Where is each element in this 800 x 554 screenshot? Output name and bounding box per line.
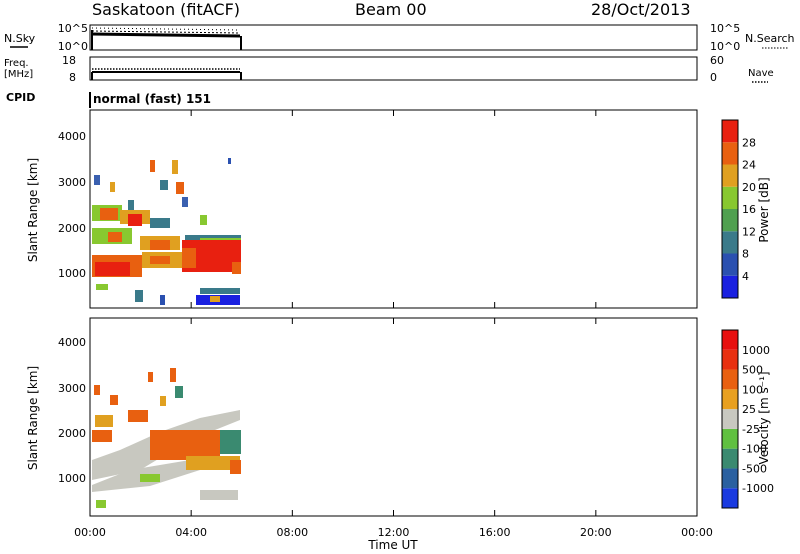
colorbar-tick-label: -100: [742, 443, 767, 456]
x-axis: 00:00 04:00 08:00 12:00 16:00 20:00 00:00: [74, 110, 713, 539]
velocity-ytick: 2000: [58, 427, 86, 440]
colorbar-tick-label: -500: [742, 462, 767, 475]
x-tick-label: 08:00: [276, 526, 308, 539]
colorbar-segment: [722, 330, 738, 350]
colorbar-segment: [722, 253, 738, 276]
cpid-text: normal (fast) 151: [93, 92, 211, 106]
beam-title: Beam 00: [355, 0, 427, 19]
x-tick-label: 20:00: [580, 526, 612, 539]
colorbar-tick-label: 25: [742, 403, 756, 416]
power-ytick: 4000: [58, 130, 86, 143]
nsky-tick-top: 10^5: [58, 22, 88, 35]
cpid-label: CPID: [6, 91, 35, 104]
date-title: 28/Oct/2013: [591, 0, 691, 19]
colorbar-segment: [722, 409, 738, 429]
freq-label-line2: [MHz]: [4, 69, 33, 80]
colorbar-segment: [722, 209, 738, 232]
colorbar-frame: [721, 329, 739, 509]
colorbar-tick-label: 24: [742, 159, 756, 172]
colorbar-tick-label: 500: [742, 364, 763, 377]
site-title: Saskatoon (fitACF): [92, 0, 240, 19]
velocity-ytick: 4000: [58, 336, 86, 349]
velocity-plot-frame: [89, 317, 698, 517]
freq-label-line1: Freq.: [4, 58, 29, 69]
colorbar-segment: [722, 186, 738, 209]
colorbar-tick-label: -25: [742, 423, 760, 436]
colorbar-tick-label: -1000: [742, 482, 774, 495]
velocity-colorbar-label: Velocity [m s⁻¹]: [757, 371, 771, 464]
power-ytick: 1000: [58, 267, 86, 280]
colorbar-segment: [722, 142, 738, 165]
colorbar-tick-label: 1000: [742, 344, 770, 357]
colorbar-tick-label: 16: [742, 203, 756, 216]
colorbar-segment: [722, 448, 738, 469]
velocity-data-region: [92, 368, 241, 508]
colorbar-tick-label: 8: [742, 248, 749, 261]
velocity-ytick: 3000: [58, 382, 86, 395]
freq-tick-bottom: 8: [69, 71, 76, 84]
colorbar-segment: [722, 488, 738, 508]
power-ylabel: Slant Range [km]: [26, 158, 40, 262]
colorbar-segment: [722, 369, 738, 390]
power-data-region: [92, 158, 241, 305]
colorbar-segment: [722, 389, 738, 410]
velocity-colorbar: 1000 500 100 25 -25 -100 -500 -1000: [721, 329, 774, 509]
colorbar-tick-label: 12: [742, 225, 756, 238]
nave-label: Nave: [748, 68, 774, 79]
colorbar-tick-label: 20: [742, 181, 756, 194]
power-colorbar-label: Power [dB]: [757, 177, 771, 242]
nsearch-tick-top: 10^5: [710, 22, 740, 35]
freq-panel: [89, 56, 698, 81]
nsearch-label: N.Search: [745, 32, 795, 45]
colorbar-segment: [722, 468, 738, 489]
colorbar-segment: [722, 275, 738, 298]
velocity-ytick: 1000: [58, 472, 86, 485]
colorbar-segment: [722, 120, 738, 143]
x-tick-label: 00:00: [681, 526, 713, 539]
colorbar-tick-label: 4: [742, 270, 749, 283]
nsky-tick-bottom: 10^0: [58, 40, 88, 53]
x-axis-label: Time UT: [367, 538, 418, 552]
colorbar-segment: [722, 349, 738, 370]
power-plot-frame: [89, 109, 698, 309]
velocity-ylabel: Slant Range [km]: [26, 366, 40, 470]
power-ytick: 3000: [58, 176, 86, 189]
power-y-ticks: 1000 2000 3000 4000: [58, 130, 86, 280]
nave-tick-bottom: 0: [710, 71, 717, 84]
x-tick-label: 04:00: [175, 526, 207, 539]
power-colorbar: 4 8 12 16 20 24 28: [721, 119, 756, 299]
power-ytick: 2000: [58, 222, 86, 235]
x-tick-label: 12:00: [378, 526, 410, 539]
nave-tick-top: 60: [710, 54, 724, 67]
colorbar-segment: [722, 231, 738, 254]
freq-trace: [91, 68, 242, 80]
nsky-label: N.Sky: [4, 32, 36, 45]
freq-tick-top: 18: [62, 54, 76, 67]
colorbar-tick-label: 28: [742, 136, 756, 149]
x-tick-label: 00:00: [74, 526, 106, 539]
nsky-panel: [89, 24, 698, 51]
nsearch-tick-bottom: 10^0: [710, 40, 740, 53]
velocity-y-ticks: 1000 2000 3000 4000: [58, 336, 86, 485]
colorbar-frame: [721, 119, 739, 299]
x-tick-label: 16:00: [479, 526, 511, 539]
colorbar-segment: [722, 428, 738, 449]
nsky-trace: [91, 27, 242, 50]
colorbar-segment: [722, 164, 738, 187]
colorbar-tick-label: 100: [742, 383, 763, 396]
